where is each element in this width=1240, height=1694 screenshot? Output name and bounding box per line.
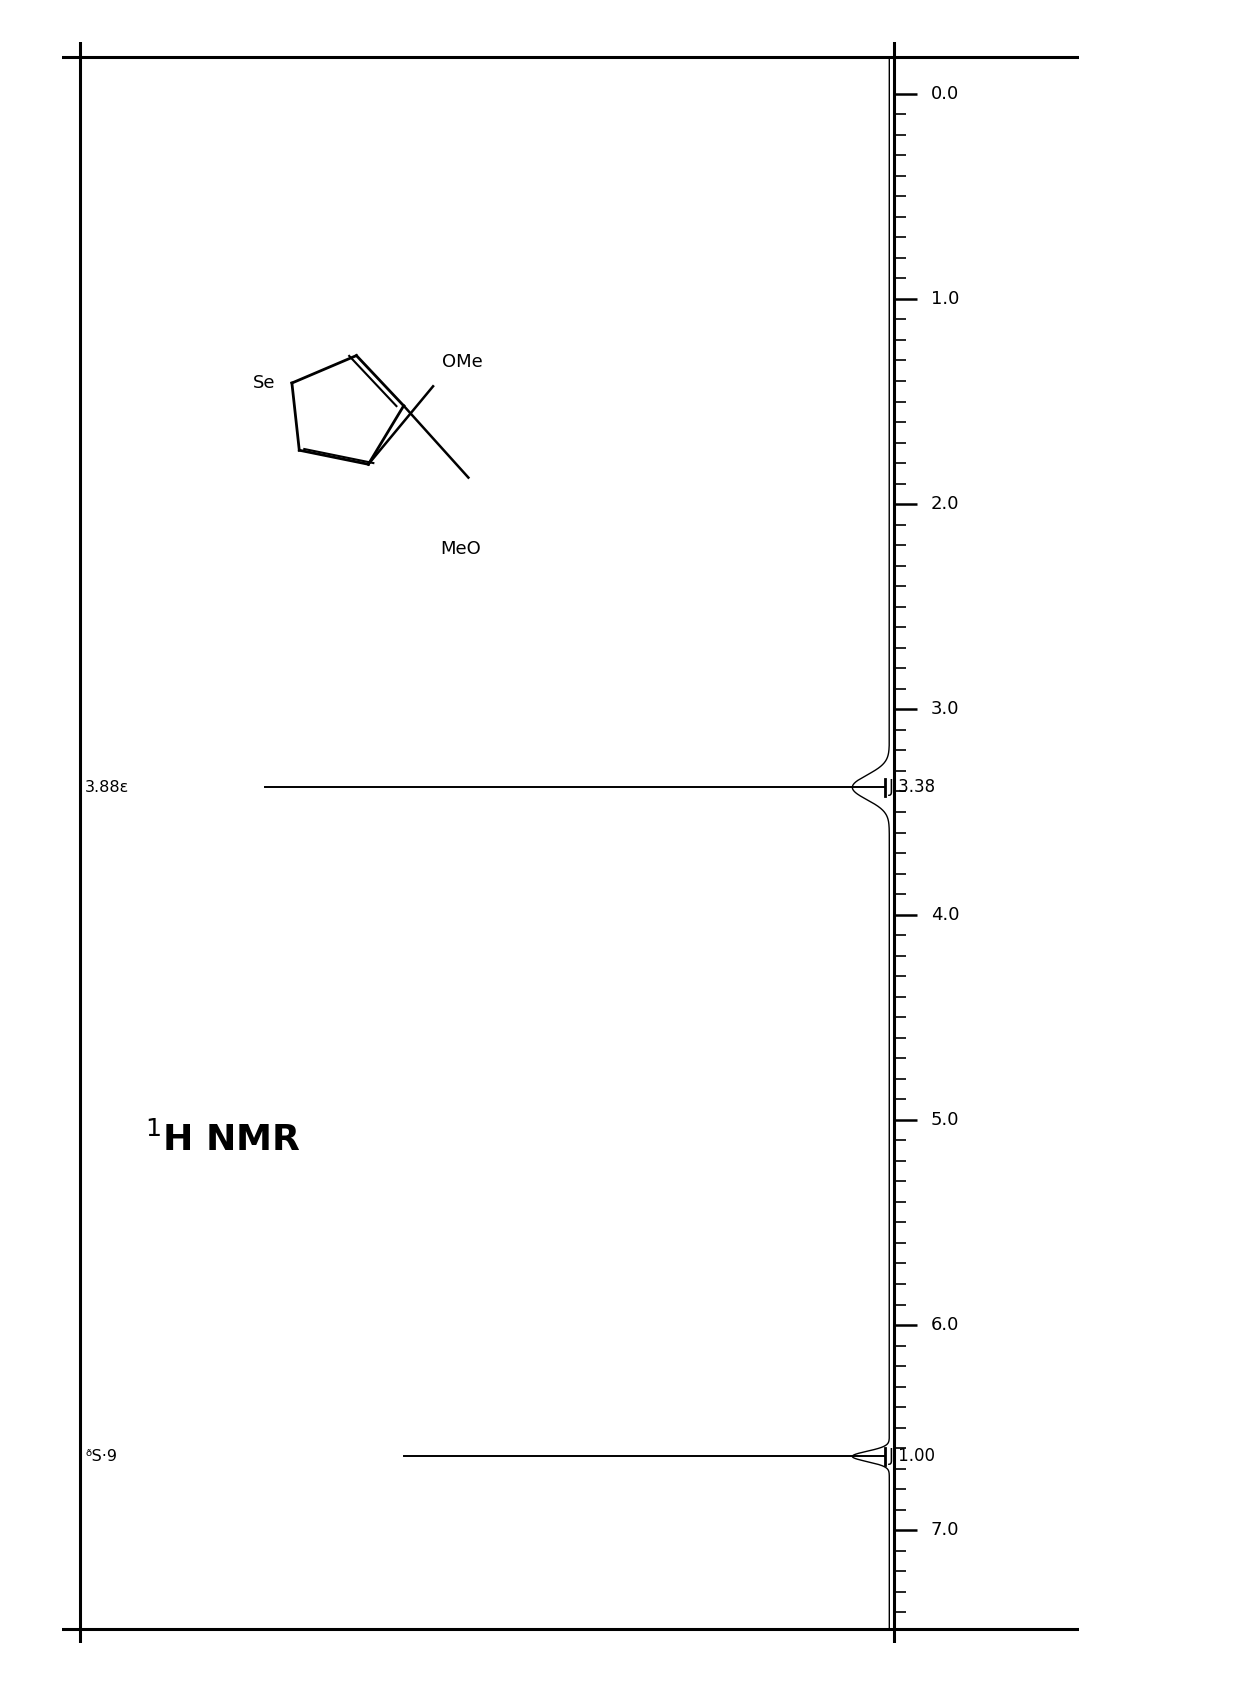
Text: 6.0: 6.0 [931,1316,960,1335]
Text: 0.0: 0.0 [931,85,960,103]
Text: 4.0: 4.0 [931,906,960,923]
Text: 3.0: 3.0 [931,700,960,718]
Text: MeO: MeO [440,540,481,559]
Text: OMe: OMe [443,352,484,371]
Text: ᶞS·9: ᶞS·9 [86,1448,117,1464]
Text: 2.0: 2.0 [931,495,960,513]
Text: 7.0: 7.0 [931,1521,960,1540]
Text: $^1$H NMR: $^1$H NMR [145,1121,301,1159]
Text: J 1.00: J 1.00 [889,1447,936,1465]
Text: 5.0: 5.0 [931,1111,960,1128]
Text: Se: Se [253,374,275,391]
Text: 3.88ε: 3.88ε [86,779,129,794]
Text: 1.0: 1.0 [931,290,960,308]
Text: J 3.38: J 3.38 [889,778,936,796]
